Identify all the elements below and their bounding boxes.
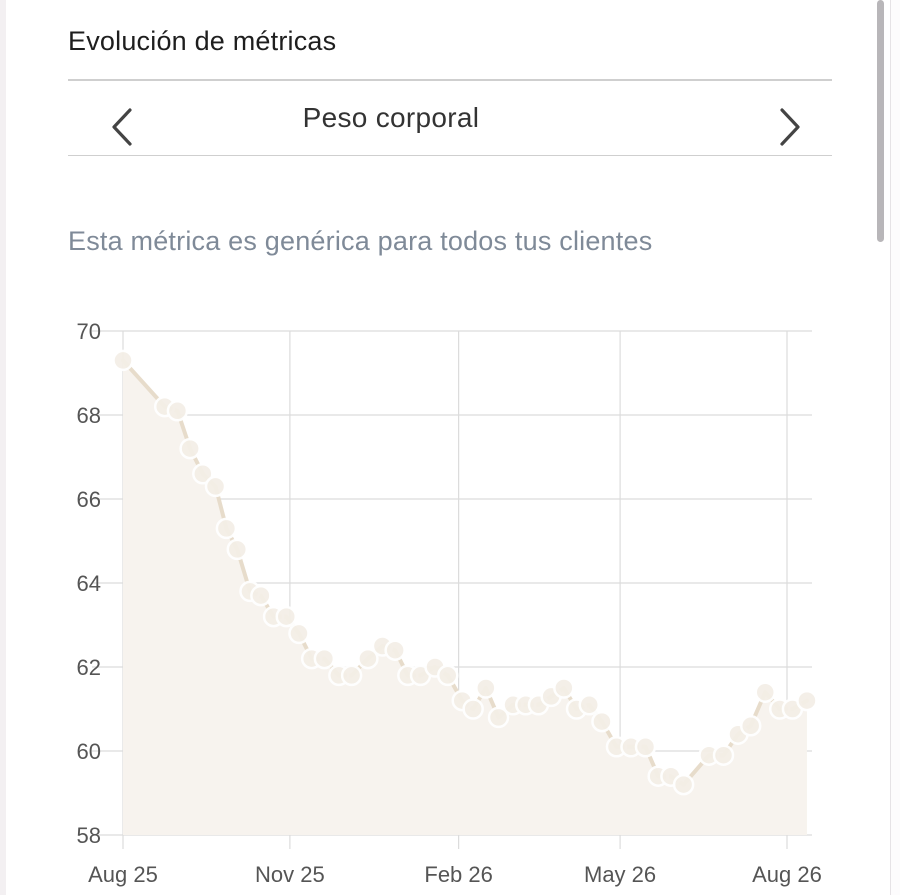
data-point — [166, 400, 189, 422]
data-point — [112, 349, 134, 372]
x-tick-label: Aug 25 — [88, 862, 158, 887]
data-point — [553, 677, 575, 699]
data-point — [754, 681, 776, 703]
data-point — [288, 622, 310, 645]
data-point — [462, 698, 484, 720]
data-point — [796, 689, 818, 712]
y-tick-label: 60 — [77, 739, 101, 764]
data-point — [578, 694, 601, 716]
y-tick-label: 70 — [77, 319, 101, 344]
data-point — [634, 736, 657, 758]
data-point — [179, 437, 201, 460]
divider-top — [68, 79, 832, 81]
scrollbar-thumb[interactable] — [877, 0, 884, 242]
data-point — [192, 463, 214, 485]
series-area — [123, 360, 807, 835]
data-point — [739, 715, 762, 737]
x-tick-label: May 26 — [584, 862, 656, 887]
data-point — [340, 664, 363, 687]
data-point — [591, 710, 613, 733]
data-point — [250, 584, 272, 607]
metric-info-note: Esta métrica es genérica para todos tus … — [68, 226, 653, 256]
chevron-left-icon — [112, 108, 132, 146]
next-metric-button[interactable] — [770, 102, 810, 152]
data-point — [226, 538, 249, 561]
x-tick-label: Feb 26 — [424, 862, 493, 887]
x-tick-label: Nov 25 — [255, 862, 325, 887]
data-point — [487, 706, 510, 729]
section-title: Evolución de métricas — [68, 26, 337, 56]
data-point — [204, 475, 227, 498]
data-point — [712, 744, 735, 766]
y-tick-label: 68 — [77, 403, 101, 428]
y-tick-label: 64 — [77, 571, 101, 596]
chevron-right-icon — [780, 108, 800, 146]
data-point — [215, 517, 238, 540]
data-point — [313, 647, 336, 670]
data-point — [357, 647, 379, 670]
y-tick-label: 66 — [77, 487, 101, 512]
window-edge — [0, 0, 6, 895]
previous-metric-button[interactable] — [104, 102, 144, 152]
data-point — [384, 639, 406, 661]
y-tick-label: 62 — [77, 655, 101, 680]
weight-chart: 58 60 62 64 66 68 70 Aug 25 Nov 25 Feb 26 May 26 Au… — [77, 319, 822, 887]
metric-name: Peso corporal — [302, 102, 480, 133]
divider-bottom — [68, 155, 832, 156]
data-point — [275, 605, 298, 628]
y-tick-label: 58 — [77, 823, 101, 848]
data-point — [672, 773, 695, 796]
x-tick-label: Aug 26 — [752, 862, 822, 887]
data-point — [436, 664, 459, 687]
data-point — [475, 677, 497, 699]
scrollbar-track[interactable] — [890, 0, 900, 895]
metric-selector-label: Peso corporal — [0, 102, 900, 134]
